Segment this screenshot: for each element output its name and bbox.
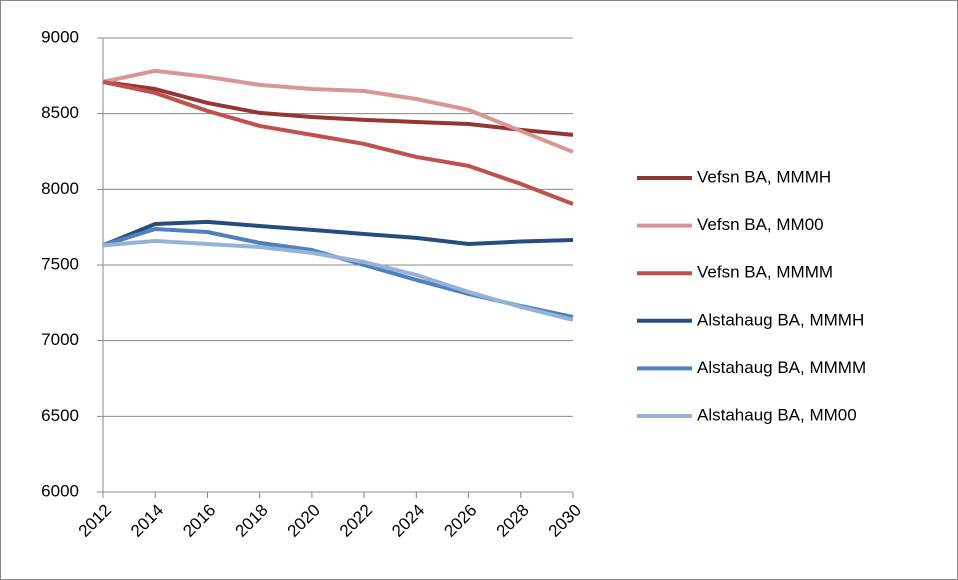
y-tick-label: 6000 — [41, 481, 79, 500]
series-line — [102, 79, 574, 137]
y-tick-label: 6500 — [41, 406, 79, 425]
legend-label: Vefsn BA, MM00 — [697, 215, 824, 234]
legend-label: Alstahaug BA, MMMM — [697, 358, 866, 377]
y-tick-label: 9000 — [41, 27, 79, 46]
y-tick-label: 8500 — [41, 103, 79, 122]
y-tick-label: 8000 — [41, 179, 79, 198]
y-tick-label: 7500 — [41, 254, 79, 273]
y-tick-label: 7000 — [41, 330, 79, 349]
series-line — [102, 238, 574, 322]
series-line — [102, 79, 574, 206]
legend-label: Alstahaug BA, MMMH — [697, 310, 864, 329]
series-line — [102, 68, 574, 154]
legend-label: Vefsn BA, MMMH — [697, 167, 831, 186]
legend-label: Alstahaug BA, MM00 — [697, 405, 857, 424]
legend-label: Vefsn BA, MMMM — [697, 263, 833, 282]
series-line — [102, 219, 574, 248]
